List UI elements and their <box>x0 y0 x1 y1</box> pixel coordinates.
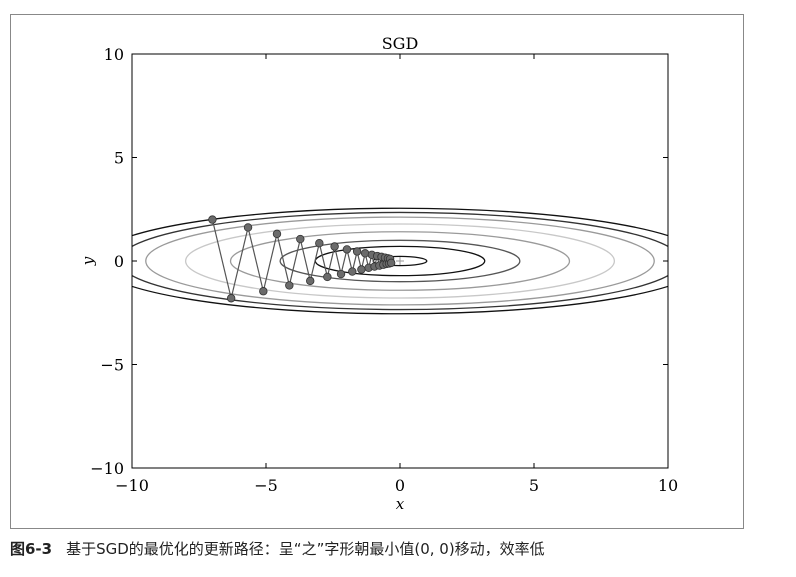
sgd-point <box>296 234 305 244</box>
sgd-point <box>330 242 339 251</box>
sgd-point <box>323 272 332 282</box>
sgd-point <box>226 294 236 303</box>
sgd-path <box>208 215 404 303</box>
sgd-point <box>348 267 357 276</box>
sgd-point <box>243 223 253 232</box>
figure-number: 图6-3 <box>10 540 53 558</box>
caption-text: 基于SGD的最优化的更新路径：呈“之”字形朝最小值(0, 0)移动，效率低 <box>66 540 545 558</box>
y-tick-label: 0 <box>114 252 124 271</box>
sgd-path-line <box>211 219 392 299</box>
sgd-point <box>342 245 352 254</box>
sgd-point <box>272 229 282 239</box>
x-tick-label: −10 <box>115 476 149 495</box>
x-tick-label: 10 <box>658 476 678 495</box>
x-tick-label: 5 <box>529 476 539 495</box>
x-tick-label: 0 <box>395 476 405 495</box>
x-tick-label: −5 <box>254 476 278 495</box>
contour-ellipse <box>279 239 521 283</box>
sgd-point <box>336 269 346 279</box>
figure-caption: 图6-3 基于SGD的最优化的更新路径：呈“之”字形朝最小值(0, 0)移动，效率… <box>10 538 545 559</box>
y-tick-label: 10 <box>104 45 124 64</box>
sgd-point <box>285 281 294 290</box>
sgd-point <box>259 287 268 296</box>
contour-ellipse <box>184 223 616 299</box>
y-tick-label: 5 <box>114 149 124 168</box>
axis-ticks: −10 −5 0 5 10 −10 −5 0 5 10 <box>90 45 678 495</box>
chart-title: SGD <box>382 34 419 53</box>
minimum-plus-marker <box>396 257 404 265</box>
contour-ellipse <box>132 207 668 315</box>
y-tick-label: −10 <box>90 459 124 478</box>
sgd-point <box>208 215 217 224</box>
contour-ellipse <box>229 231 571 291</box>
x-axis-label: x <box>396 495 405 513</box>
contour-ellipse <box>132 211 668 311</box>
sgd-point <box>357 265 366 274</box>
sgd-point <box>315 238 324 248</box>
sgd-point <box>386 258 396 268</box>
contour-ellipse <box>145 216 655 306</box>
sgd-point <box>352 247 362 256</box>
contour-lines <box>132 207 668 315</box>
sgd-point <box>360 249 370 258</box>
sgd-point <box>306 276 315 286</box>
y-axis-label: y <box>79 256 97 266</box>
y-tick-label: −5 <box>100 356 124 375</box>
